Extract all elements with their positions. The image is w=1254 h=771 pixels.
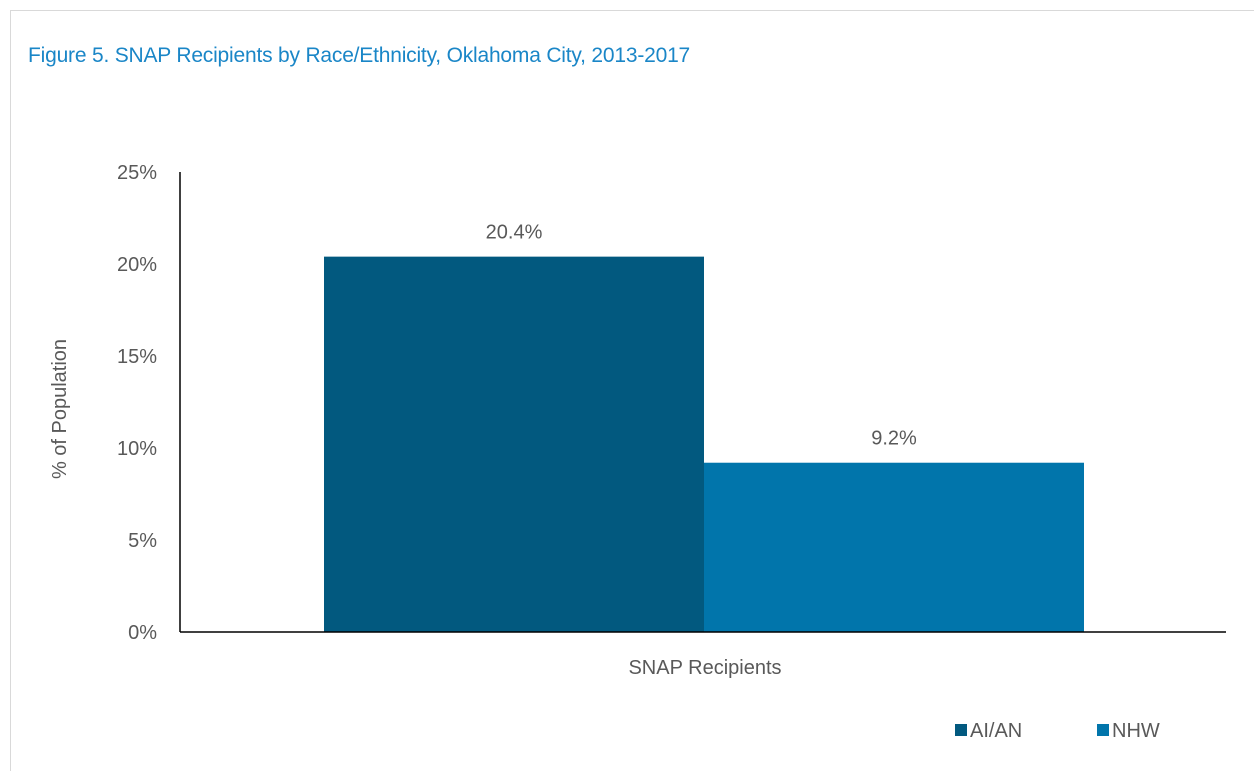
legend-label: NHW bbox=[1112, 720, 1160, 742]
bar-ai-an bbox=[324, 256, 704, 632]
bar-value-label: 20.4% bbox=[486, 222, 543, 244]
chart-frame bbox=[10, 10, 1254, 771]
y-tick-label: 0% bbox=[128, 622, 157, 644]
bar-nhw bbox=[704, 462, 1084, 632]
y-tick-label: 15% bbox=[117, 346, 157, 368]
bars-layer bbox=[324, 256, 1084, 632]
y-tick-label: 5% bbox=[128, 530, 157, 552]
chart-title: Figure 5. SNAP Recipients by Race/Ethnic… bbox=[28, 44, 691, 67]
legend: AI/AN NHW bbox=[955, 720, 1160, 742]
y-tick-label: 20% bbox=[117, 254, 157, 276]
axes-layer bbox=[179, 172, 1226, 633]
y-tick-label: 10% bbox=[117, 438, 157, 460]
legend-swatch bbox=[1097, 724, 1109, 736]
bar-value-label: 9.2% bbox=[871, 428, 917, 450]
x-category-label: SNAP Recipients bbox=[628, 657, 781, 679]
y-ticks-layer: 0% 5% 10% 15% 20% 25% bbox=[117, 162, 157, 644]
y-axis-label: % of Population bbox=[49, 339, 71, 479]
legend-swatch bbox=[955, 724, 967, 736]
y-tick-label: 25% bbox=[117, 162, 157, 184]
legend-label: AI/AN bbox=[970, 720, 1022, 742]
value-labels-layer: 20.4% 9.2% bbox=[486, 222, 917, 450]
